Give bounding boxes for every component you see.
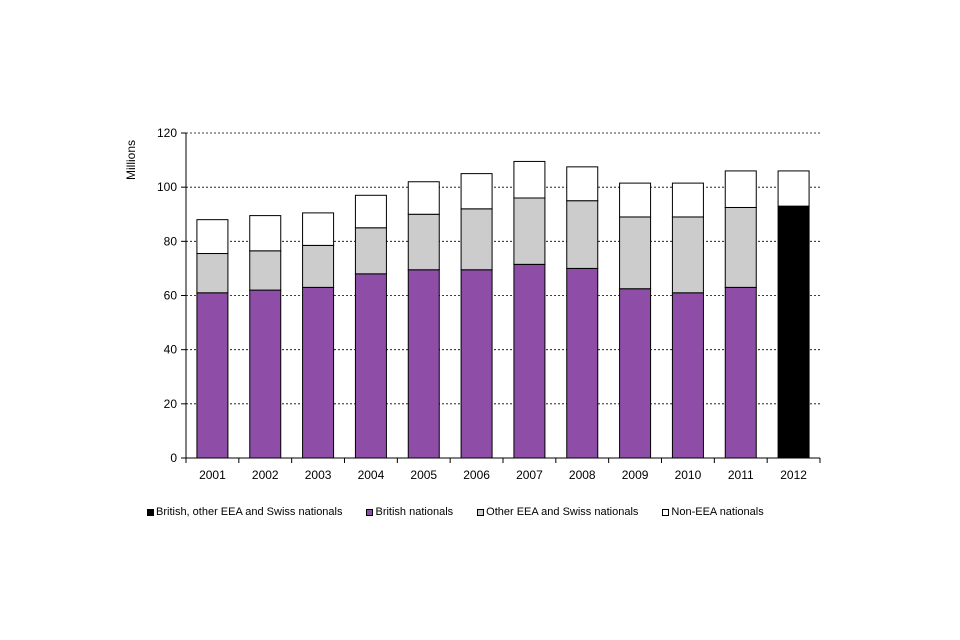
legend-item-british-other-eea-swiss: British, other EEA and Swiss nationals xyxy=(147,506,342,518)
bar-segment-2009-series-2 xyxy=(619,216,652,290)
y-tick-labels: 0 20 40 60 80 100 120 xyxy=(157,126,177,465)
legend-label: Non-EEA nationals xyxy=(671,506,764,518)
x-tick-label: 2008 xyxy=(569,468,596,482)
bar-segment-2006-series-1 xyxy=(460,269,493,459)
legend-swatch xyxy=(147,508,154,516)
bar-segment-2011-series-3 xyxy=(724,170,757,208)
bar-segment-2011-series-1 xyxy=(724,286,757,459)
legend-label: Other EEA and Swiss nationals xyxy=(486,506,639,518)
bar-segment-2008-series-1 xyxy=(566,267,599,459)
bar-segment-2010-series-1 xyxy=(671,292,704,459)
bar-segment-2004-series-1 xyxy=(354,273,387,459)
x-tick-label: 2004 xyxy=(358,468,385,482)
legend-label: British, other EEA and Swiss nationals xyxy=(156,506,343,518)
x-tick-label: 2012 xyxy=(780,468,807,482)
bar-segment-2011-series-2 xyxy=(724,206,757,288)
y-axis-label: Millions xyxy=(124,140,138,180)
axes xyxy=(181,132,821,463)
bar-segment-2007-series-2 xyxy=(513,197,546,265)
bars xyxy=(196,160,810,459)
x-tick-label: 2009 xyxy=(622,468,649,482)
x-tick-label: 2006 xyxy=(463,468,490,482)
bar-segment-2012-series-3 xyxy=(777,170,810,207)
bar-segment-2005-series-1 xyxy=(407,269,440,459)
bar-segment-2009-series-3 xyxy=(619,182,652,218)
y-tick-label: 120 xyxy=(157,126,177,140)
bar-segment-2003-series-1 xyxy=(302,286,335,459)
y-tick-label: 80 xyxy=(164,234,178,248)
legend-label: British nationals xyxy=(375,506,454,518)
bar-segment-2006-series-2 xyxy=(460,208,493,271)
y-tick-label: 0 xyxy=(170,451,177,465)
bar-segment-2003-series-2 xyxy=(302,244,335,288)
bar-segment-2008-series-2 xyxy=(566,200,599,269)
y-tick-label: 20 xyxy=(164,397,178,411)
x-tick-label: 2011 xyxy=(728,468,754,482)
bar-segment-2002-series-2 xyxy=(249,250,282,291)
bar-segment-2002-series-3 xyxy=(249,215,282,252)
x-tick-labels: 2001 2002 2003 2004 2005 2006 2007 2008 2009 2010… xyxy=(199,468,807,482)
y-tick-label: 40 xyxy=(164,343,178,357)
bar-segment-2005-series-3 xyxy=(407,181,440,215)
x-tick-label: 2001 xyxy=(199,468,226,482)
bar-segment-2005-series-2 xyxy=(407,213,440,271)
y-tick-label: 100 xyxy=(157,180,177,194)
bar-segment-2004-series-2 xyxy=(354,227,387,275)
legend: British, other EEA and Swiss nationals B… xyxy=(147,506,764,518)
bar-segment-2003-series-3 xyxy=(302,212,335,246)
x-tick-label: 2010 xyxy=(675,468,702,482)
bar-segment-2010-series-2 xyxy=(671,216,704,294)
bar-segment-2010-series-3 xyxy=(671,182,704,218)
legend-swatch xyxy=(662,508,670,516)
x-tick-label: 2003 xyxy=(305,468,332,482)
y-tick-label: 60 xyxy=(164,289,178,303)
bar-segment-2008-series-3 xyxy=(566,166,599,202)
bar-segment-2012-series-0 xyxy=(777,205,810,459)
legend-swatch xyxy=(366,508,374,516)
legend-swatch xyxy=(477,508,485,516)
bar-segment-2007-series-1 xyxy=(513,263,546,459)
bar-segment-2001-series-1 xyxy=(196,292,229,459)
bar-segment-2007-series-3 xyxy=(513,160,546,199)
x-tick-label: 2007 xyxy=(516,468,543,482)
legend-item-british: British nationals xyxy=(366,506,453,518)
bar-segment-2001-series-2 xyxy=(196,253,229,294)
bar-segment-2002-series-1 xyxy=(249,289,282,459)
legend-item-non-eea: Non-EEA nationals xyxy=(662,506,764,518)
x-tick-label: 2002 xyxy=(252,468,279,482)
x-tick-label: 2005 xyxy=(410,468,437,482)
gridlines xyxy=(186,132,820,405)
bar-segment-2006-series-3 xyxy=(460,173,493,210)
bar-segment-2009-series-1 xyxy=(619,288,652,459)
bar-segment-2001-series-3 xyxy=(196,219,229,255)
bar-segment-2004-series-3 xyxy=(354,194,387,229)
legend-item-other-eea-swiss: Other EEA and Swiss nationals xyxy=(477,506,638,518)
